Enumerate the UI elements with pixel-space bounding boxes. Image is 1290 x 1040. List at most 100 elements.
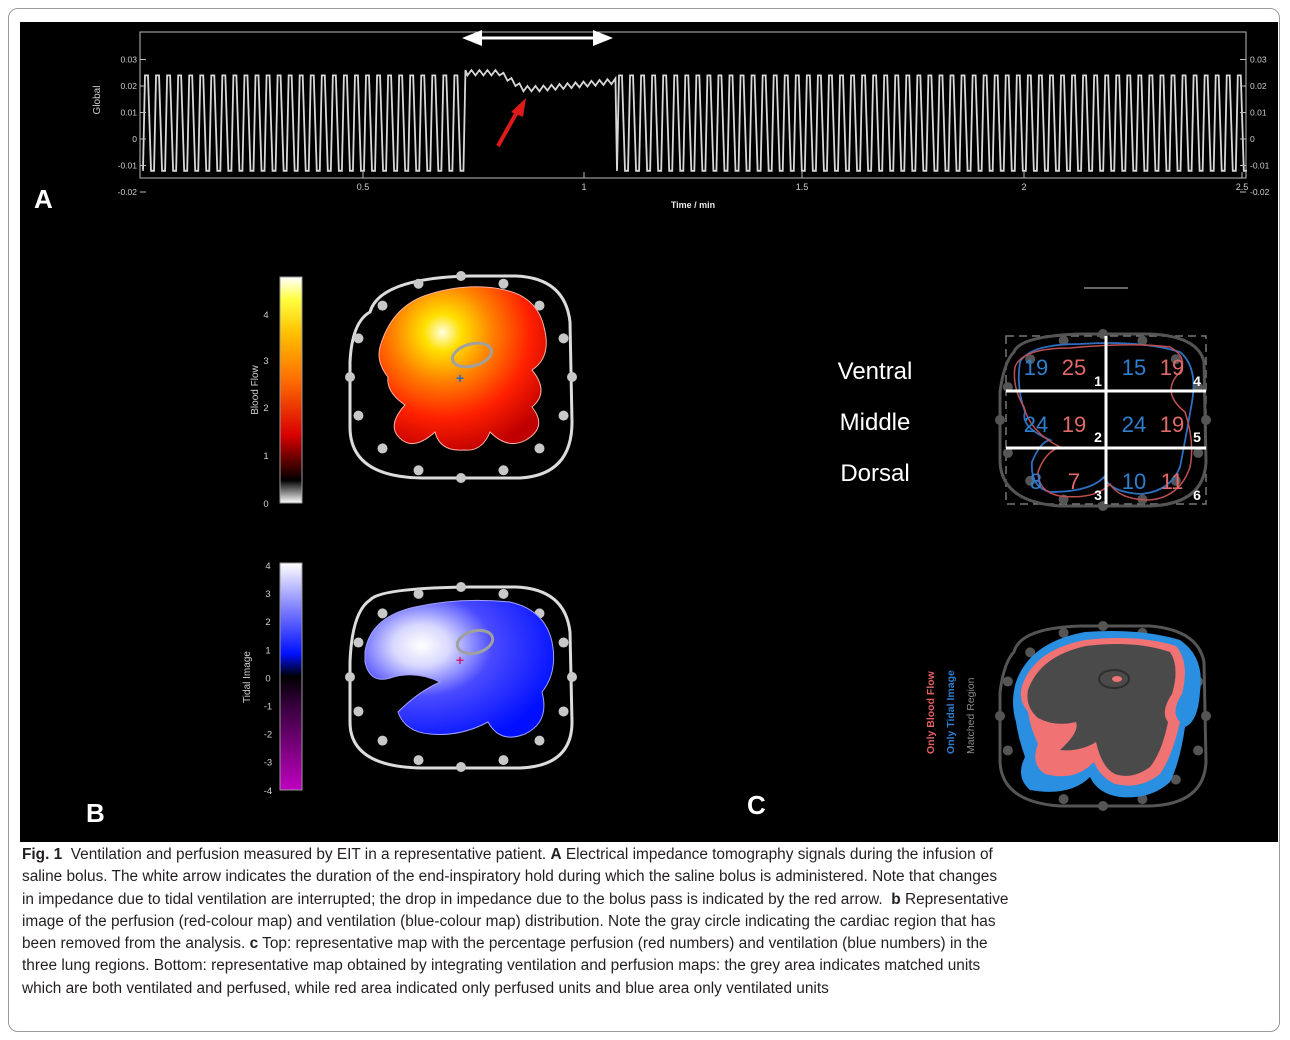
y-tick-label-right: 0.02	[1250, 81, 1267, 91]
caption-line-3: in impedance due to tidal ventilation ar…	[22, 889, 1267, 911]
electrode-dot	[456, 473, 466, 483]
electrode-dot	[1098, 801, 1108, 811]
bf-tick-label: 3	[263, 356, 268, 367]
y-tick-label-right: 0.01	[1250, 108, 1267, 118]
grid-value-blue: 15	[1122, 355, 1146, 380]
electrode-dot	[413, 278, 424, 289]
caption-line-5: been removed from the analysis. c Top: r…	[22, 933, 1267, 955]
electrode-dot	[456, 271, 466, 281]
figure-svg: Global Time / min 0.03 0.030.02 0.020.01 0.…	[92, 30, 1270, 811]
caption-a-text: Electrical impedance tomography signals …	[565, 846, 993, 863]
electrode-dot	[1002, 447, 1013, 458]
caption-b-text: Representative	[904, 890, 1009, 908]
electrode-dot	[377, 608, 388, 619]
electrode-dot	[413, 465, 424, 476]
electrodes-2	[345, 582, 577, 772]
matched-map: Only Blood Flow Only Tidal Image Matched…	[925, 621, 1211, 811]
electrode-dot	[1137, 794, 1148, 805]
thorax-outline-2	[348, 585, 574, 770]
electrode-dot	[567, 672, 577, 682]
panel-label-c: C	[747, 790, 766, 820]
x-tick-label: 1	[581, 182, 586, 192]
electrode-dot	[1193, 447, 1204, 458]
electrode-dot	[1201, 711, 1211, 721]
electrode-dot	[558, 333, 569, 344]
center-marker-2: +	[456, 652, 464, 668]
electrode-dot	[456, 762, 466, 772]
legend-matched-region: Matched Region	[965, 677, 977, 754]
grid-region-index: 3	[1094, 487, 1102, 503]
electrode-dot	[1170, 354, 1181, 365]
electrode-dot	[413, 588, 424, 599]
region-label-ventral: Ventral	[838, 358, 913, 385]
region-label-middle: Middle	[840, 409, 911, 436]
grid-value-blue: 24	[1122, 412, 1146, 437]
electrode-dot	[1025, 354, 1036, 365]
y-tick-label-right: 0	[1250, 134, 1255, 144]
electrode-dot	[1170, 774, 1181, 785]
electrode-dot	[1137, 335, 1148, 346]
caption-line-6: three lung regions. Bottom: representati…	[22, 957, 981, 975]
legend-only-tidal-image: Only Tidal Image	[945, 670, 957, 754]
grid-region-index: 5	[1193, 429, 1201, 445]
y-tick-label-left: 0	[132, 134, 137, 144]
electrode-dot	[567, 372, 577, 382]
caption-title: Ventilation and perfusion measured by EI…	[70, 846, 547, 863]
thorax-outline-4	[998, 624, 1208, 808]
panel-label-b: B	[86, 798, 105, 828]
red-arrow	[496, 98, 526, 147]
electrode-dot	[1058, 794, 1069, 805]
grid-value-red: 7	[1068, 469, 1080, 494]
y-tick-label-left: -0.01	[118, 161, 138, 171]
electrode-dot	[558, 410, 569, 421]
bf-tick-label: 1	[263, 451, 268, 462]
grid-value-blue: 24	[1024, 412, 1048, 437]
electrode-dot	[498, 755, 509, 766]
caption-line-7: which are both ventilated and perfused, …	[22, 979, 829, 997]
electrode-dot	[413, 755, 424, 766]
ventilation-map	[364, 599, 555, 738]
x-tick-label: 0.5	[357, 182, 370, 192]
grid-value-blue: 19	[1024, 355, 1048, 380]
cardiac-region	[450, 341, 494, 369]
electrode-dot	[498, 465, 509, 476]
caption-c-text: Top: representative map with the percent…	[262, 935, 988, 953]
blood-flow-colorbar	[279, 276, 303, 504]
electrodes	[345, 271, 577, 483]
electrode-dot	[353, 637, 364, 648]
ti-tick-label: 3	[265, 589, 270, 600]
cardiac-region-2	[455, 628, 495, 656]
panel-a-axes-box	[139, 31, 1247, 179]
grid-value-red: 25	[1062, 355, 1086, 380]
y-tick-label-right: -0.02	[1250, 187, 1270, 197]
grid-region-index: 2	[1094, 429, 1102, 445]
y-tick-label-right: 0.03	[1250, 55, 1267, 65]
blood-flow-ticks: 4 3 2 1 0	[263, 310, 268, 510]
white-double-arrow	[462, 30, 613, 46]
ti-tick-label: 2	[265, 617, 270, 628]
bf-tick-label: 2	[263, 403, 268, 414]
figure-caption: Fig. 1 Ventilation and perfusion measure…	[22, 844, 1267, 1000]
electrode-dot	[1193, 745, 1204, 756]
ti-tick-label: -1	[264, 702, 272, 713]
grid-value-red: 19	[1160, 355, 1184, 380]
grid-value-red: 19	[1160, 412, 1184, 437]
global-impedance-signal	[142, 68, 1247, 172]
figure-image: Global Time / min 0.03 0.03 0.02 0.02 0.01 0.…	[20, 22, 1278, 842]
electrode-dot	[1058, 335, 1069, 346]
legend-only-blood-flow: Only Blood Flow	[925, 670, 937, 754]
tidal-image-map: Tidal Image 4 3 2 1 0 -1 -2 -3 -4 +	[242, 561, 577, 797]
matched-area	[1027, 644, 1176, 776]
grid-region-index: 1	[1094, 373, 1102, 389]
caption-line-3-text: in impedance due to tidal ventilation ar…	[22, 890, 883, 908]
electrode-dot	[995, 415, 1005, 425]
grid-value-blue: 10	[1122, 469, 1146, 494]
region-label-dorsal: Dorsal	[840, 460, 909, 487]
electrode-dot	[558, 706, 569, 717]
blood-flow-label: Blood Flow	[250, 364, 261, 414]
tidal-colorbar	[279, 562, 303, 791]
ti-tick-label: 0	[265, 673, 270, 684]
x-tick-label: 1.5	[796, 182, 809, 192]
thorax-outline-3	[998, 332, 1208, 508]
electrode-dot	[353, 706, 364, 717]
